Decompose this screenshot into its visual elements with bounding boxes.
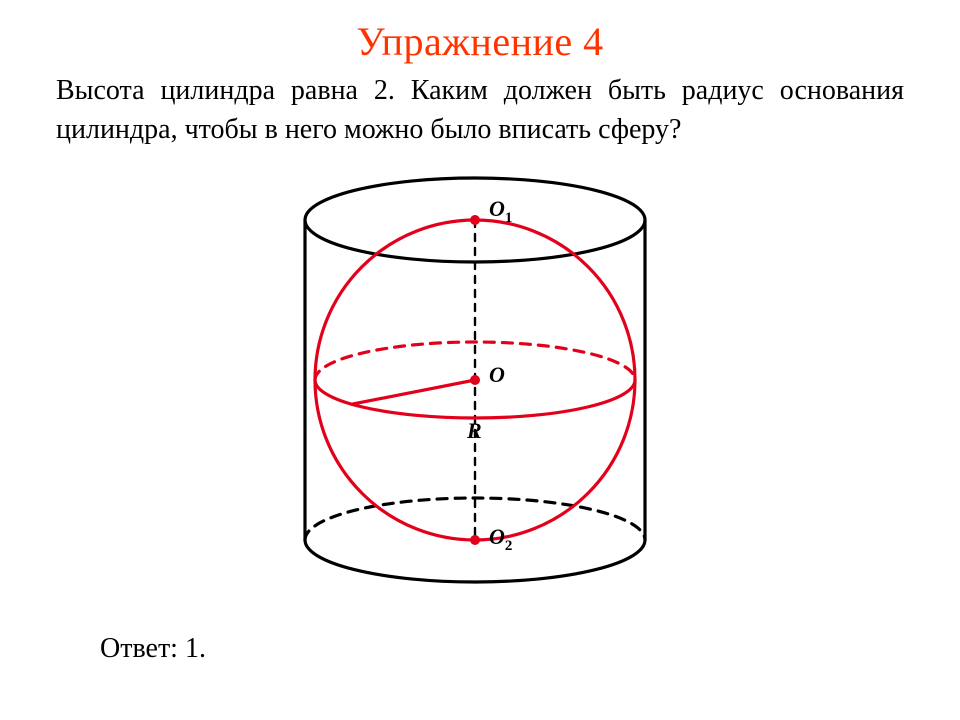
svg-text:O: O bbox=[489, 362, 505, 387]
cylinder-sphere-diagram: O1OO2R bbox=[270, 165, 680, 595]
answer-value: 1. bbox=[185, 633, 206, 664]
svg-text:R: R bbox=[466, 418, 482, 443]
svg-text:O2: O2 bbox=[489, 524, 512, 554]
answer-label: Ответ: bbox=[100, 633, 178, 664]
problem-text: Высота цилиндра равна 2. Каким должен бы… bbox=[0, 65, 960, 149]
answer-text: Ответ: 1. bbox=[100, 633, 206, 665]
exercise-title: Упражнение 4 bbox=[0, 0, 960, 65]
